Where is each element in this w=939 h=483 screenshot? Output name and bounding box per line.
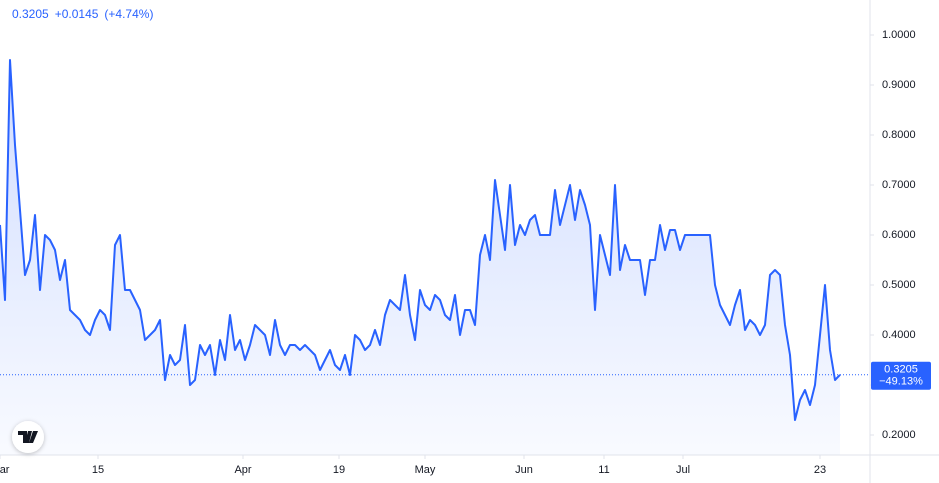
y-tick-label: 0.7000 xyxy=(882,179,916,191)
header-change: +0.0145 xyxy=(55,7,99,21)
price-label-change: −49.13% xyxy=(879,376,923,388)
y-tick-label: 0.8000 xyxy=(882,129,916,141)
x-tick-label: 23 xyxy=(814,464,826,476)
price-line xyxy=(0,59,841,421)
y-tick-label: 0.4000 xyxy=(882,329,916,341)
y-tick-label: 0.6000 xyxy=(882,229,916,241)
x-tick-label: Jul xyxy=(676,464,690,476)
x-tick-label: Apr xyxy=(234,464,251,476)
header-change-pct: (+4.74%) xyxy=(104,7,153,21)
header-last: 0.3205 xyxy=(12,7,49,21)
x-tick-label: 11 xyxy=(598,464,609,476)
price-label-box xyxy=(871,361,931,390)
x-tick-label: May xyxy=(415,464,436,476)
logo xyxy=(12,421,44,453)
y-tick-label: 0.5000 xyxy=(882,279,916,291)
x-tick-label: 19 xyxy=(333,464,345,476)
plot-area xyxy=(0,59,870,455)
area-fill xyxy=(0,60,840,455)
y-tick-label: 0.9000 xyxy=(882,79,916,91)
y-tick-label: 0.2000 xyxy=(882,429,916,441)
x-tick-label: 15 xyxy=(92,464,104,476)
x-tick-label: Jun xyxy=(515,464,533,476)
price-label-value: 0.3205 xyxy=(884,364,918,376)
y-tick-label: 1.0000 xyxy=(882,29,916,41)
x-tick-label: Mar xyxy=(0,464,10,476)
